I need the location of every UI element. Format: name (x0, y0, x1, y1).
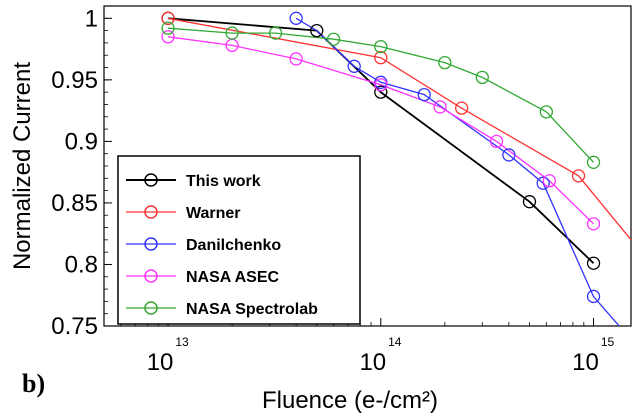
data-point (455, 101, 469, 115)
panel-label: b) (22, 369, 45, 398)
legend-label: Danilchenko (186, 237, 281, 254)
series-line (167, 27, 594, 163)
legend-swatch-marker (144, 269, 158, 283)
legend-label: This work (186, 173, 261, 190)
data-point (536, 176, 550, 190)
series-line (167, 36, 594, 225)
data-point (586, 289, 601, 304)
x-tick-exponent: 14 (388, 335, 402, 349)
x-tick-label: 10 (359, 349, 386, 376)
data-point (586, 256, 601, 270)
data-point (347, 59, 361, 73)
legend-label: NASA ASEC (186, 269, 279, 286)
data-point (161, 11, 175, 25)
legend-swatch-marker (144, 173, 158, 187)
y-tick-label: 0.75 (51, 313, 98, 340)
legend: This work Warner Danilchenko NASA ASEC NASA … (117, 155, 361, 325)
data-point (475, 70, 489, 85)
data-point (161, 21, 175, 35)
data-point (289, 11, 303, 25)
data-point (374, 85, 388, 99)
data-point (586, 217, 601, 231)
x-tick-label: 10 (572, 349, 599, 376)
x-tick-exponent: 13 (175, 335, 189, 349)
data-point (438, 55, 452, 70)
legend-swatch-marker (144, 237, 158, 251)
data-point (161, 30, 175, 44)
x-axis-title: Fluence (e-/cm²) (262, 387, 438, 414)
y-tick-label: 0.95 (51, 67, 98, 94)
data-point (289, 52, 303, 66)
data-point (374, 78, 388, 92)
data-point (225, 26, 239, 40)
data-point (571, 169, 586, 183)
data-point (489, 134, 504, 149)
legend-swatch-marker (144, 205, 158, 219)
y-tick-label: 0.8 (65, 251, 98, 278)
y-axis-title: Normalized Current (9, 62, 36, 270)
data-point (433, 100, 447, 114)
x-tick-label: 10 (147, 349, 174, 376)
data-point (586, 155, 601, 169)
data-point (268, 26, 283, 40)
x-tick-exponent: 15 (601, 335, 615, 349)
data-point (502, 148, 516, 162)
legend-swatch-marker (144, 301, 158, 315)
y-tick-label: 0.85 (51, 190, 98, 217)
data-point (374, 51, 388, 65)
data-point (374, 39, 388, 54)
data-point (539, 105, 553, 119)
series-line (167, 17, 631, 241)
legend-label: NASA Spectrolab (186, 301, 318, 318)
data-point (326, 32, 341, 46)
data-point (522, 195, 537, 209)
data-point (310, 23, 324, 38)
series-line (167, 17, 595, 264)
y-tick-label: 1 (85, 5, 98, 32)
legend-label: Warner (186, 205, 241, 222)
data-point (417, 87, 431, 102)
y-tick-label: 0.9 (65, 128, 98, 155)
data-point (542, 174, 557, 188)
legend-box (117, 155, 361, 325)
